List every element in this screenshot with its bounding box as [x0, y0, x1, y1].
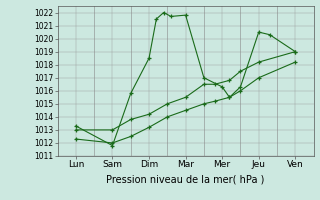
X-axis label: Pression niveau de la mer( hPa ): Pression niveau de la mer( hPa ) [107, 175, 265, 185]
